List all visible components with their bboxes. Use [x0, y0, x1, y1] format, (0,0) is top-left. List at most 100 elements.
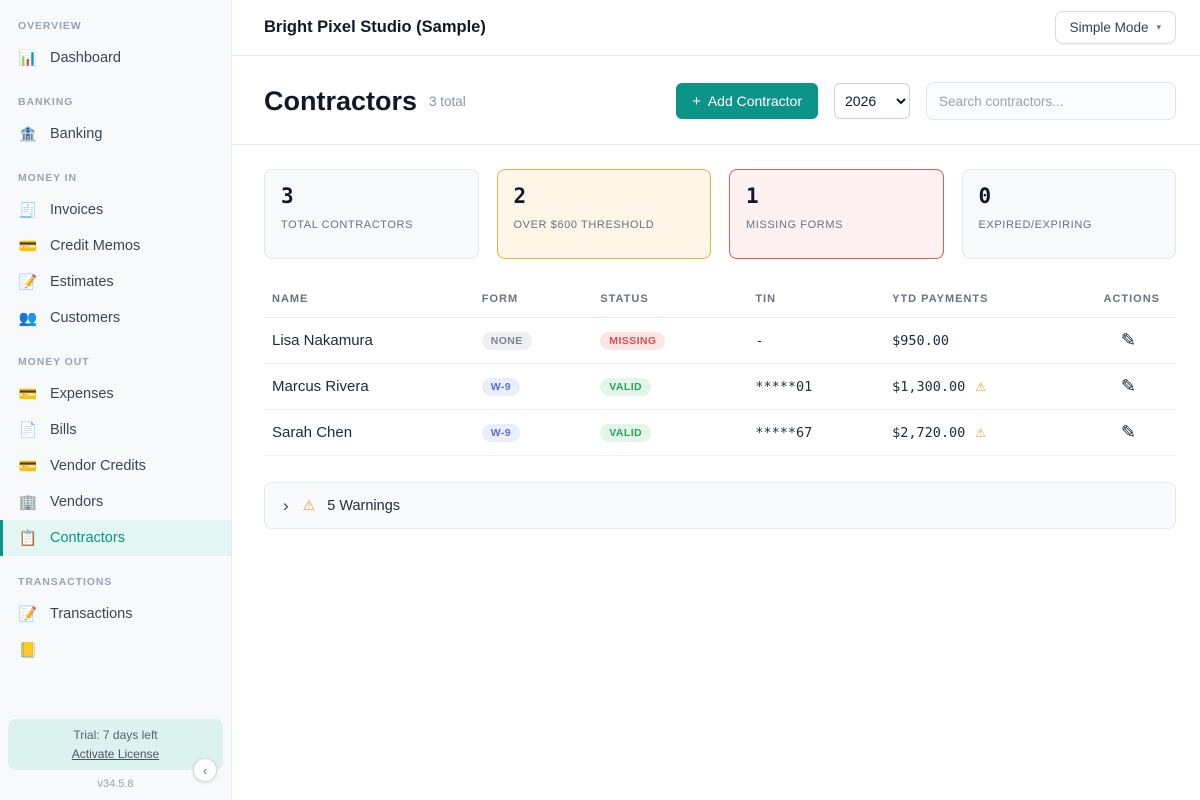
card-icon: 💳 — [18, 238, 38, 255]
sidebar-item-customers[interactable]: 👥 Customers — [0, 300, 231, 336]
add-contractor-button[interactable]: + Add Contractor — [676, 83, 818, 119]
warnings-label: 5 Warnings — [327, 497, 401, 514]
col-header-status: STATUS — [592, 285, 748, 318]
col-header-tin: TIN — [747, 285, 885, 318]
stat-value: 3 — [281, 184, 294, 208]
bar-chart-icon: 📊 — [18, 50, 38, 67]
sidebar-item-label: Estimates — [50, 274, 114, 290]
simple-mode-button[interactable]: Simple Mode ▾ — [1054, 11, 1176, 44]
trial-box: Trial: 7 days left Activate License — [8, 719, 223, 770]
chevron-left-icon: ‹ — [202, 762, 208, 778]
sidebar-item-vendor-credits[interactable]: 💳 Vendor Credits — [0, 448, 231, 484]
stat-card-missing-forms: 1 MISSING FORMS — [729, 169, 944, 259]
people-icon: 👥 — [18, 310, 38, 327]
sidebar-item-contractors[interactable]: 📋 Contractors — [0, 520, 231, 556]
warnings-panel[interactable]: › ⚠ 5 Warnings — [264, 482, 1176, 529]
warning-icon: ⚠ — [975, 426, 987, 440]
table-row: Marcus Rivera W-9 VALID *****01 $1,300.0… — [264, 363, 1176, 410]
sidebar-item-label: Banking — [50, 126, 103, 142]
mode-button-label: Simple Mode — [1069, 20, 1149, 35]
trial-text: Trial: 7 days left — [73, 728, 158, 742]
activate-license-link[interactable]: Activate License — [71, 747, 160, 761]
page-controls: + Add Contractor 2026 — [676, 82, 1176, 120]
topbar: Bright Pixel Studio (Sample) Simple Mode… — [232, 0, 1200, 56]
sidebar-item-label: Vendor Credits — [50, 458, 146, 474]
table-row: Lisa Nakamura NONE MISSING - $950.00 ✎ — [264, 317, 1176, 364]
chevron-right-icon: › — [283, 496, 289, 515]
stat-card-expired: 0 EXPIRED/EXPIRING — [961, 169, 1176, 259]
section-money-out: MONEY OUT — [18, 356, 90, 368]
bank-icon: 🏦 — [18, 126, 38, 143]
edit-contractor-button[interactable]: ✎ — [1121, 377, 1136, 395]
stat-value: 1 — [746, 184, 759, 208]
sidebar-item-transactions[interactable]: 📝 Transactions — [0, 596, 231, 632]
note-pencil-icon: 📝 — [18, 606, 38, 623]
pencil-icon: ✎ — [1120, 330, 1136, 350]
col-header-form: FORM — [473, 285, 593, 318]
status-badge: MISSING — [600, 332, 666, 350]
edit-contractor-button[interactable]: ✎ — [1121, 331, 1136, 349]
sidebar-item-label: Expenses — [50, 386, 114, 402]
table-header-row: NAME FORM STATUS TIN YTD PAYMENTS ACTION… — [264, 285, 1176, 318]
warning-icon: ⚠ — [975, 380, 987, 394]
sidebar-item-label: Customers — [50, 310, 121, 326]
receipt-icon: 🧾 — [18, 202, 38, 219]
sidebar-item-expenses[interactable]: 💳 Expenses — [0, 376, 231, 412]
sidebar-item-vendors[interactable]: 🏢 Vendors — [0, 484, 231, 520]
total-count-label: 3 total — [429, 93, 466, 109]
sidebar-item-label: Bills — [50, 422, 77, 438]
card-icon: 💳 — [18, 386, 38, 403]
sidebar-collapse-button[interactable]: ‹ — [193, 758, 217, 782]
edit-contractor-button[interactable]: ✎ — [1121, 423, 1136, 441]
add-contractor-label: Add Contractor — [707, 93, 802, 109]
sidebar-item-estimates[interactable]: 📝 Estimates — [0, 264, 231, 300]
stat-value: 0 — [978, 184, 992, 208]
sidebar-item-bills[interactable]: 📄 Bills — [0, 412, 231, 448]
sidebar-item-label: Credit Memos — [50, 238, 141, 254]
form-badge: W-9 — [481, 378, 520, 396]
page-content: 3 TOTAL CONTRACTORS 2 OVER $600 THRESHOL… — [232, 145, 1200, 800]
sidebar: OVERVIEW 📊 Dashboard BANKING 🏦 Banking M… — [0, 0, 232, 800]
contractor-name: Marcus Rivera — [264, 363, 474, 410]
section-money-in: MONEY IN — [18, 172, 77, 184]
pencil-icon: ✎ — [1120, 376, 1136, 396]
stat-label: TOTAL CONTRACTORS — [281, 219, 414, 231]
sidebar-item-dashboard[interactable]: 📊 Dashboard — [0, 40, 231, 76]
tin-value: *****01 — [747, 363, 885, 410]
status-badge: VALID — [600, 378, 652, 396]
status-badge: VALID — [600, 424, 652, 442]
stat-card-total: 3 TOTAL CONTRACTORS — [264, 169, 479, 259]
sidebar-item-invoices[interactable]: 🧾 Invoices — [0, 192, 231, 228]
col-header-ytd: YTD PAYMENTS — [884, 285, 1076, 318]
version-label: v34.5.8 — [97, 778, 134, 790]
sidebar-item-credit-memos[interactable]: 💳 Credit Memos — [0, 228, 231, 264]
col-header-name: NAME — [264, 285, 474, 318]
warning-icon: ⚠ — [302, 497, 316, 513]
ytd-amount: $2,720.00 — [892, 425, 966, 441]
card-icon: 💳 — [18, 458, 38, 475]
stat-cards: 3 TOTAL CONTRACTORS 2 OVER $600 THRESHOL… — [264, 169, 1176, 259]
search-input[interactable] — [926, 82, 1176, 120]
page-title: Contractors — [264, 85, 418, 116]
section-transactions: TRANSACTIONS — [18, 576, 113, 588]
stat-label: MISSING FORMS — [746, 219, 844, 231]
building-icon: 🏢 — [18, 494, 38, 511]
chevron-down-icon: ▾ — [1156, 22, 1161, 32]
pencil-icon: ✎ — [1120, 422, 1136, 442]
sidebar-item-banking[interactable]: 🏦 Banking — [0, 116, 231, 152]
table-row: Sarah Chen W-9 VALID *****67 $2,720.00 ⚠ … — [264, 409, 1176, 456]
contractor-name: Sarah Chen — [264, 409, 474, 456]
plus-icon: + — [692, 92, 701, 110]
sidebar-item-label: Contractors — [50, 530, 125, 546]
sidebar-item-clipped[interactable]: 📒 — [0, 632, 231, 668]
ledger-icon: 📒 — [18, 642, 38, 659]
sidebar-nav: OVERVIEW 📊 Dashboard BANKING 🏦 Banking M… — [0, 0, 231, 711]
sidebar-item-label: Transactions — [50, 606, 133, 622]
clipboard-icon: 📋 — [18, 530, 38, 547]
page-header: Contractors 3 total + Add Contractor 202… — [232, 56, 1200, 145]
section-banking: BANKING — [18, 96, 74, 108]
year-select[interactable]: 2026 — [834, 83, 910, 119]
tin-value: - — [747, 317, 885, 364]
main-area: Bright Pixel Studio (Sample) Simple Mode… — [232, 0, 1200, 800]
